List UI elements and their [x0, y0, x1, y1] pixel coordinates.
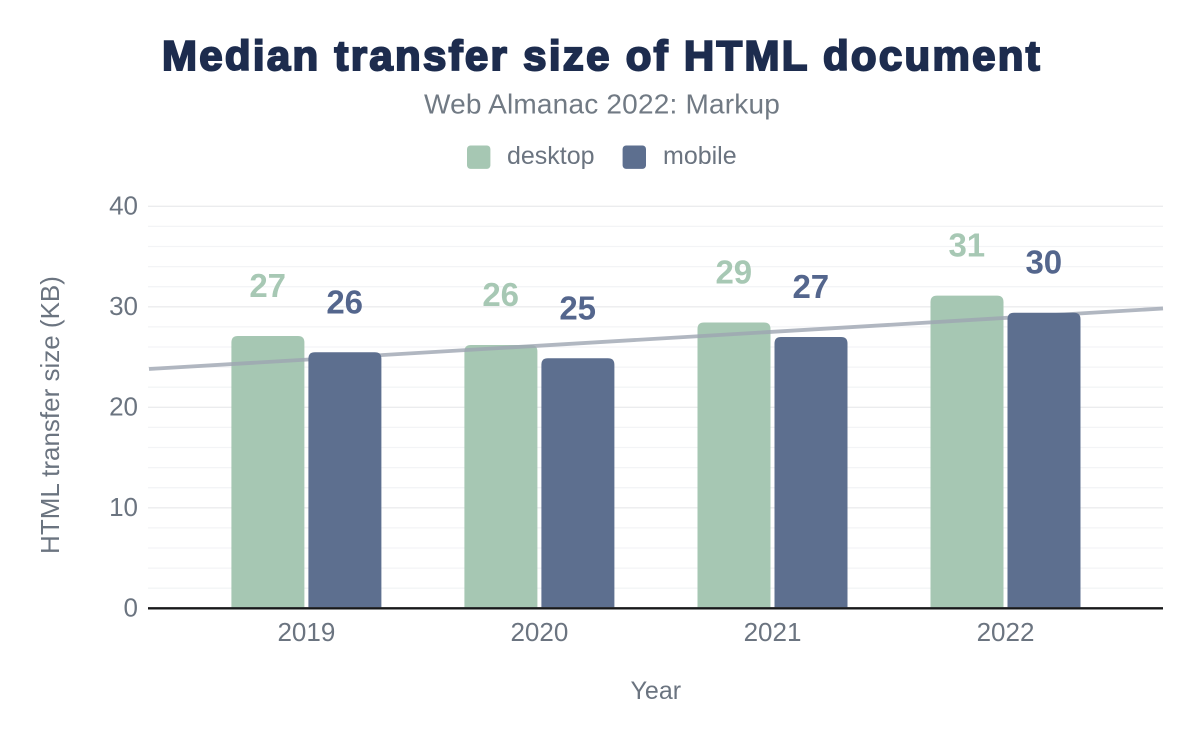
svg-text:20: 20	[109, 392, 138, 422]
svg-text:30: 30	[1025, 244, 1062, 281]
svg-text:26: 26	[326, 283, 363, 320]
svg-text:26: 26	[482, 276, 519, 313]
svg-text:2021: 2021	[744, 617, 802, 647]
svg-text:27: 27	[792, 268, 829, 305]
svg-text:desktop: desktop	[507, 142, 595, 170]
svg-text:25: 25	[559, 289, 596, 326]
svg-text:Web Almanac 2022: Markup: Web Almanac 2022: Markup	[424, 89, 780, 120]
svg-text:2019: 2019	[277, 617, 335, 647]
svg-text:Median transfer size of HTML d: Median transfer size of HTML document	[162, 32, 1042, 79]
svg-text:27: 27	[249, 267, 286, 304]
svg-text:40: 40	[109, 191, 138, 221]
svg-text:29: 29	[715, 254, 752, 291]
svg-text:31: 31	[948, 227, 985, 264]
svg-text:Year: Year	[631, 677, 682, 705]
svg-text:10: 10	[109, 492, 138, 522]
svg-text:HTML transfer size (KB): HTML transfer size (KB)	[35, 276, 65, 554]
svg-text:0: 0	[124, 593, 138, 623]
svg-text:2020: 2020	[510, 617, 568, 647]
svg-text:2022: 2022	[977, 617, 1035, 647]
svg-text:30: 30	[109, 291, 138, 321]
svg-text:mobile: mobile	[663, 142, 737, 170]
